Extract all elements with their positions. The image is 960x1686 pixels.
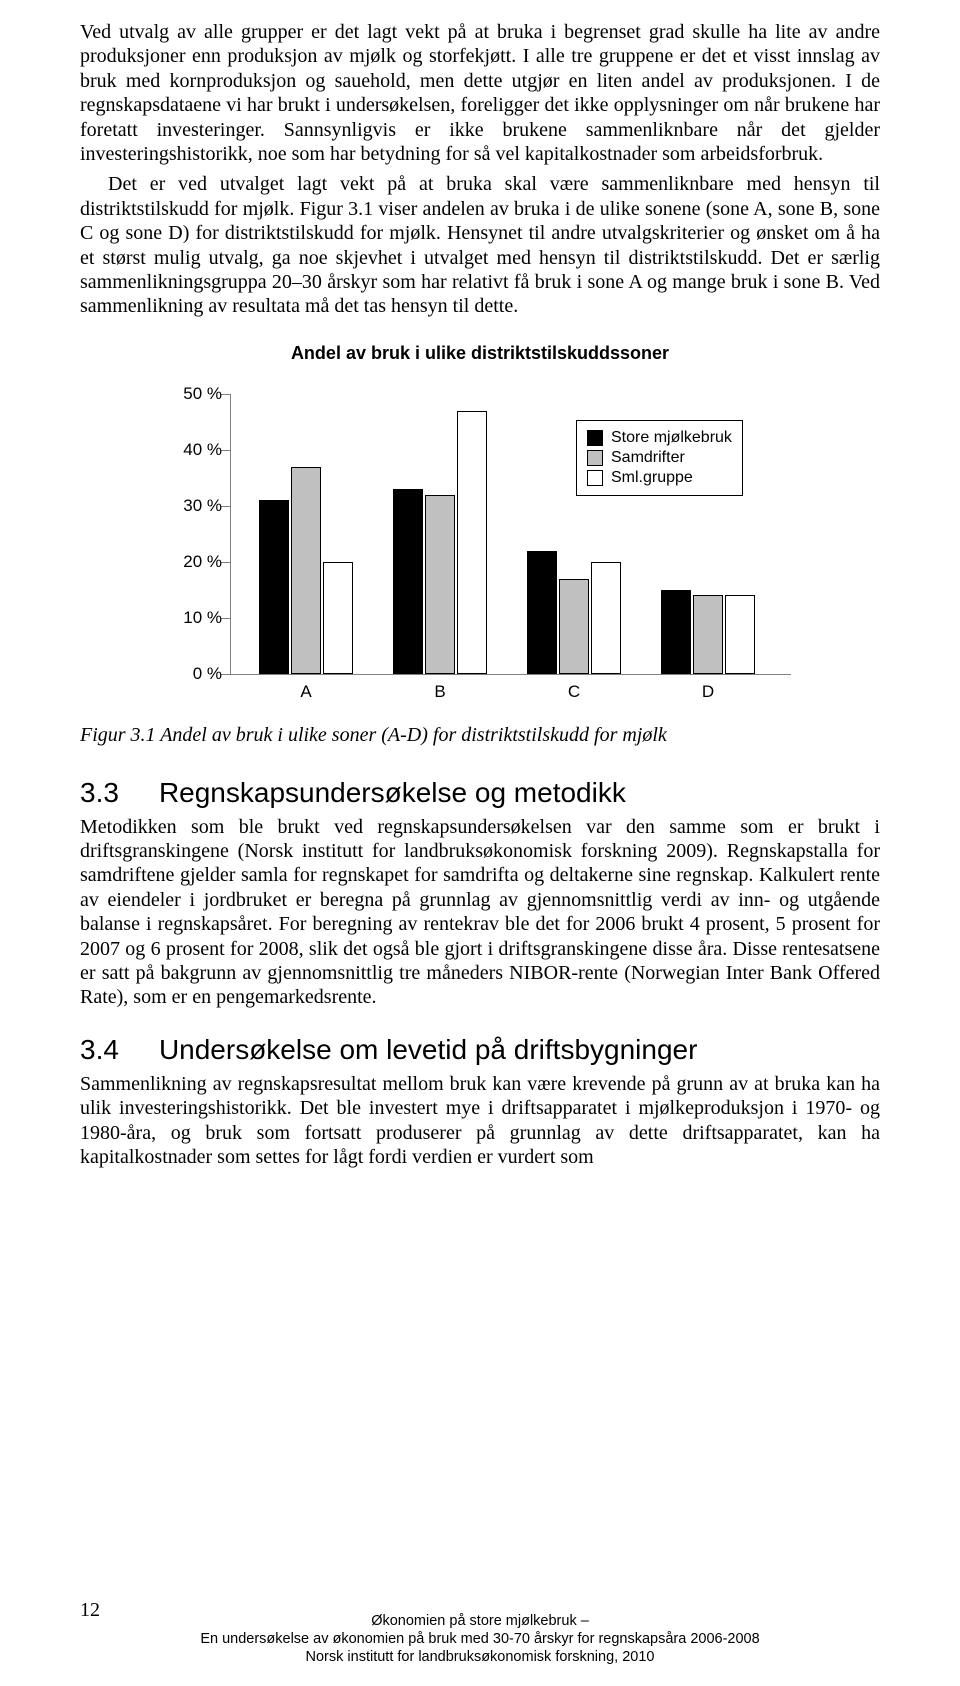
y-axis-label: 40 % (162, 440, 222, 460)
chart-container: Andel av bruk i ulike distriktstilskudds… (135, 343, 825, 714)
chart-title: Andel av bruk i ulike distriktstilskudds… (135, 343, 825, 364)
footer-line-2: En undersøkelse av økonomien på bruk med… (80, 1630, 880, 1648)
footer-line-1: Økonomien på store mjølkebruk – (80, 1612, 880, 1630)
paragraph-1: Ved utvalg av alle grupper er det lagt v… (80, 20, 880, 166)
bar (323, 562, 353, 674)
chart-caption: Figur 3.1 Andel av bruk i ulike soner (A… (80, 724, 880, 747)
heading-text: Undersøkelse om levetid på driftsbygning… (159, 1034, 697, 1066)
page-number: 12 (80, 1599, 100, 1622)
heading-3-3: 3.3 Regnskapsundersøkelse og metodikk (80, 777, 880, 809)
bar (259, 500, 289, 674)
bar (725, 595, 755, 673)
y-axis-label: 20 % (162, 552, 222, 572)
x-axis-label: C (514, 682, 634, 702)
y-axis-label: 30 % (162, 496, 222, 516)
heading-number: 3.3 (80, 777, 119, 809)
chart-plot: ABCD Store mjølkebruk Samdrifter Sml.gruppe… (160, 394, 800, 714)
legend-label: Store mjølkebruk (611, 429, 732, 447)
x-axis-label: A (246, 682, 366, 702)
paragraph-3-4: Sammenlikning av regnskapsresultat mello… (80, 1072, 880, 1170)
bar (661, 590, 691, 674)
heading-text: Regnskapsundersøkelse og metodikk (159, 777, 626, 809)
bar (693, 595, 723, 673)
bar (559, 579, 589, 674)
bar (457, 411, 487, 674)
y-axis-label: 50 % (162, 384, 222, 404)
legend-label: Samdrifter (611, 449, 685, 467)
y-axis-label: 0 % (162, 664, 222, 684)
bar (527, 551, 557, 674)
paragraph-3-3: Metodikken som ble brukt ved regnskapsun… (80, 815, 880, 1010)
bar (591, 562, 621, 674)
bar (291, 467, 321, 674)
footer-line-3: Norsk institutt for landbruksøkonomisk f… (80, 1648, 880, 1666)
paragraph-2: Det er ved utvalget lagt vekt på at bruk… (80, 172, 880, 318)
bar (393, 489, 423, 674)
x-axis-label: B (380, 682, 500, 702)
heading-3-4: 3.4 Undersøkelse om levetid på driftsbyg… (80, 1034, 880, 1066)
page-footer: 12 Økonomien på store mjølkebruk – En un… (80, 1612, 880, 1666)
y-axis-label: 10 % (162, 608, 222, 628)
x-axis-label: D (648, 682, 768, 702)
bar (425, 495, 455, 674)
heading-number: 3.4 (80, 1034, 119, 1066)
legend-label: Sml.gruppe (611, 469, 693, 487)
chart-legend: Store mjølkebruk Samdrifter Sml.gruppe (576, 420, 743, 496)
